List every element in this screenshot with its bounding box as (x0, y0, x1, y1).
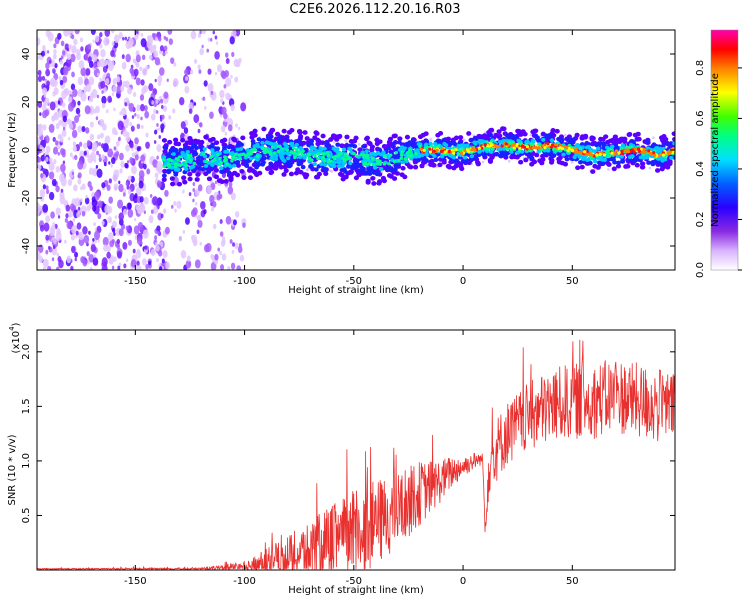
colorbar-frame (710, 29, 739, 271)
colorbar-gradient (711, 30, 738, 270)
colorbar-tick-label: 0.2 (695, 212, 706, 228)
x-tick-label: 0 (460, 576, 466, 587)
y-tick-label: 2.0 (21, 344, 32, 360)
spectrogram-panel: -150 -100 -50 0 50 -40 -20 0 20 40 Height of str… (7, 29, 676, 296)
spectrogram-intensity-layer (37, 30, 675, 270)
snr-frame (36, 329, 676, 571)
y-tick-label: -20 (21, 190, 32, 206)
x-tick-label: -50 (346, 576, 362, 587)
spectrogram-y-axis-label: Frequency (Hz) (7, 112, 18, 188)
spectrogram-x-axis-label: Height of straight line (km) (288, 285, 424, 296)
snr-y-multiplier: (x104) (8, 322, 22, 353)
snr-y-axis: 0.5 1.0 1.5 2.0 (21, 344, 675, 524)
snr-x-axis: -150 -100 -50 0 50 (124, 330, 579, 587)
y-tick-label: 40 (21, 48, 32, 61)
spectrogram-x-axis: -150 -100 -50 0 50 (124, 30, 579, 287)
x-tick-label: 0 (460, 276, 466, 287)
x-tick-label: -100 (233, 276, 256, 287)
page-title: C2E6.2026.112.20.16.R03 (289, 2, 461, 17)
svg-text:(x104): (x104) (8, 322, 22, 353)
y-tick-label: 1.5 (21, 398, 32, 414)
snr-panel: -150 -100 -50 0 50 0.5 1.0 1.5 2.0 Height of st… (7, 322, 676, 596)
x-tick-label: 50 (566, 576, 579, 587)
snr-x-axis-label: Height of straight line (km) (288, 585, 424, 596)
snr-series-line (37, 339, 675, 570)
colorbar: 0.0 0.2 0.4 0.6 0.8 Normalized spectral ampl… (695, 29, 742, 278)
y-tick-label: 20 (21, 96, 32, 109)
colorbar-tick-label: 0.4 (695, 161, 706, 177)
x-tick-label: -150 (124, 276, 147, 287)
colorbar-ticks: 0.0 0.2 0.4 0.6 0.8 (695, 60, 742, 278)
y-tick-label: 0.5 (21, 508, 32, 524)
spectrogram-y-axis: -40 -20 0 20 40 (21, 48, 675, 254)
x-tick-label: 50 (566, 276, 579, 287)
x-tick-label: -100 (233, 576, 256, 587)
colorbar-tick-label: 0.6 (695, 110, 706, 126)
y-tick-label: 0 (21, 147, 32, 153)
colorbar-tick-label: 0.0 (695, 262, 706, 278)
colorbar-tick-label: 0.8 (695, 60, 706, 76)
x-tick-label: -150 (124, 576, 147, 587)
snr-y-axis-label: SNR (10 * v/v) (7, 434, 18, 505)
y-tick-label: -40 (21, 238, 32, 254)
colorbar-label: Normalized spectral amplitude (710, 73, 721, 227)
y-tick-label: 1.0 (21, 453, 32, 469)
x-tick-label: -50 (346, 276, 362, 287)
